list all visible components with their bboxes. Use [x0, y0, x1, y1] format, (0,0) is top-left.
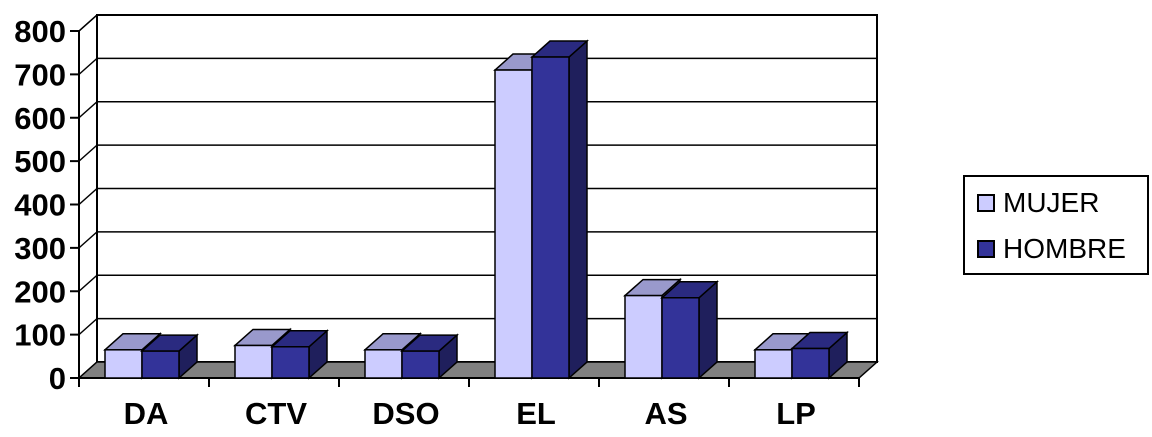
y-tick-label: 500	[14, 144, 66, 179]
y-tick-label: 800	[14, 14, 66, 49]
y-tick-label: 300	[14, 231, 66, 266]
grid-line-side	[78, 101, 98, 119]
bar-mujer-ctv	[234, 344, 273, 379]
x-tick-label: CTV	[245, 396, 307, 431]
grid-line-side	[78, 318, 98, 336]
bar-mujer-lp	[754, 349, 793, 379]
x-tick-label: DA	[124, 396, 169, 431]
side-wall-top	[78, 14, 98, 32]
grid-line-side	[78, 231, 98, 249]
y-tick-label: 0	[49, 361, 66, 396]
legend-swatch-mujer	[977, 194, 995, 212]
legend-item-hombre: HOMBRE	[977, 234, 1126, 264]
legend-item-mujer: MUJER	[977, 188, 1099, 218]
y-tick-label: 400	[14, 188, 66, 223]
y-tick-label: 600	[14, 101, 66, 136]
grid-line-side	[78, 187, 98, 206]
bar-hombre-ctv	[271, 346, 310, 379]
bar-hombre-lp	[791, 347, 830, 379]
legend-label-hombre: HOMBRE	[1003, 233, 1126, 264]
bar-hombre-as	[661, 297, 700, 379]
x-tick-label: AS	[644, 396, 687, 431]
x-tick-label: DSO	[372, 396, 439, 431]
legend-label-mujer: MUJER	[1003, 187, 1100, 218]
grid-line-side	[78, 144, 98, 162]
bar-hombre-da	[141, 350, 180, 379]
bar-mujer-as	[624, 294, 663, 379]
bar-mujer-el	[494, 69, 533, 379]
bar-hombre-dso	[401, 350, 440, 379]
y-tick-label: 700	[14, 57, 66, 92]
grid-line-side	[78, 57, 98, 75]
bar-hombre-el	[531, 56, 570, 379]
bar-hombre-el-side	[568, 39, 588, 380]
legend: MUJER HOMBRE	[963, 175, 1149, 275]
y-tick-label: 200	[14, 274, 66, 309]
x-tick-label: LP	[776, 396, 816, 431]
y-tick-label: 100	[14, 318, 66, 353]
grid-line-side	[78, 274, 98, 292]
bar-mujer-da	[104, 349, 143, 379]
x-tick-label: EL	[516, 396, 556, 431]
legend-swatch-hombre	[977, 240, 995, 258]
bar-mujer-dso	[364, 349, 403, 379]
